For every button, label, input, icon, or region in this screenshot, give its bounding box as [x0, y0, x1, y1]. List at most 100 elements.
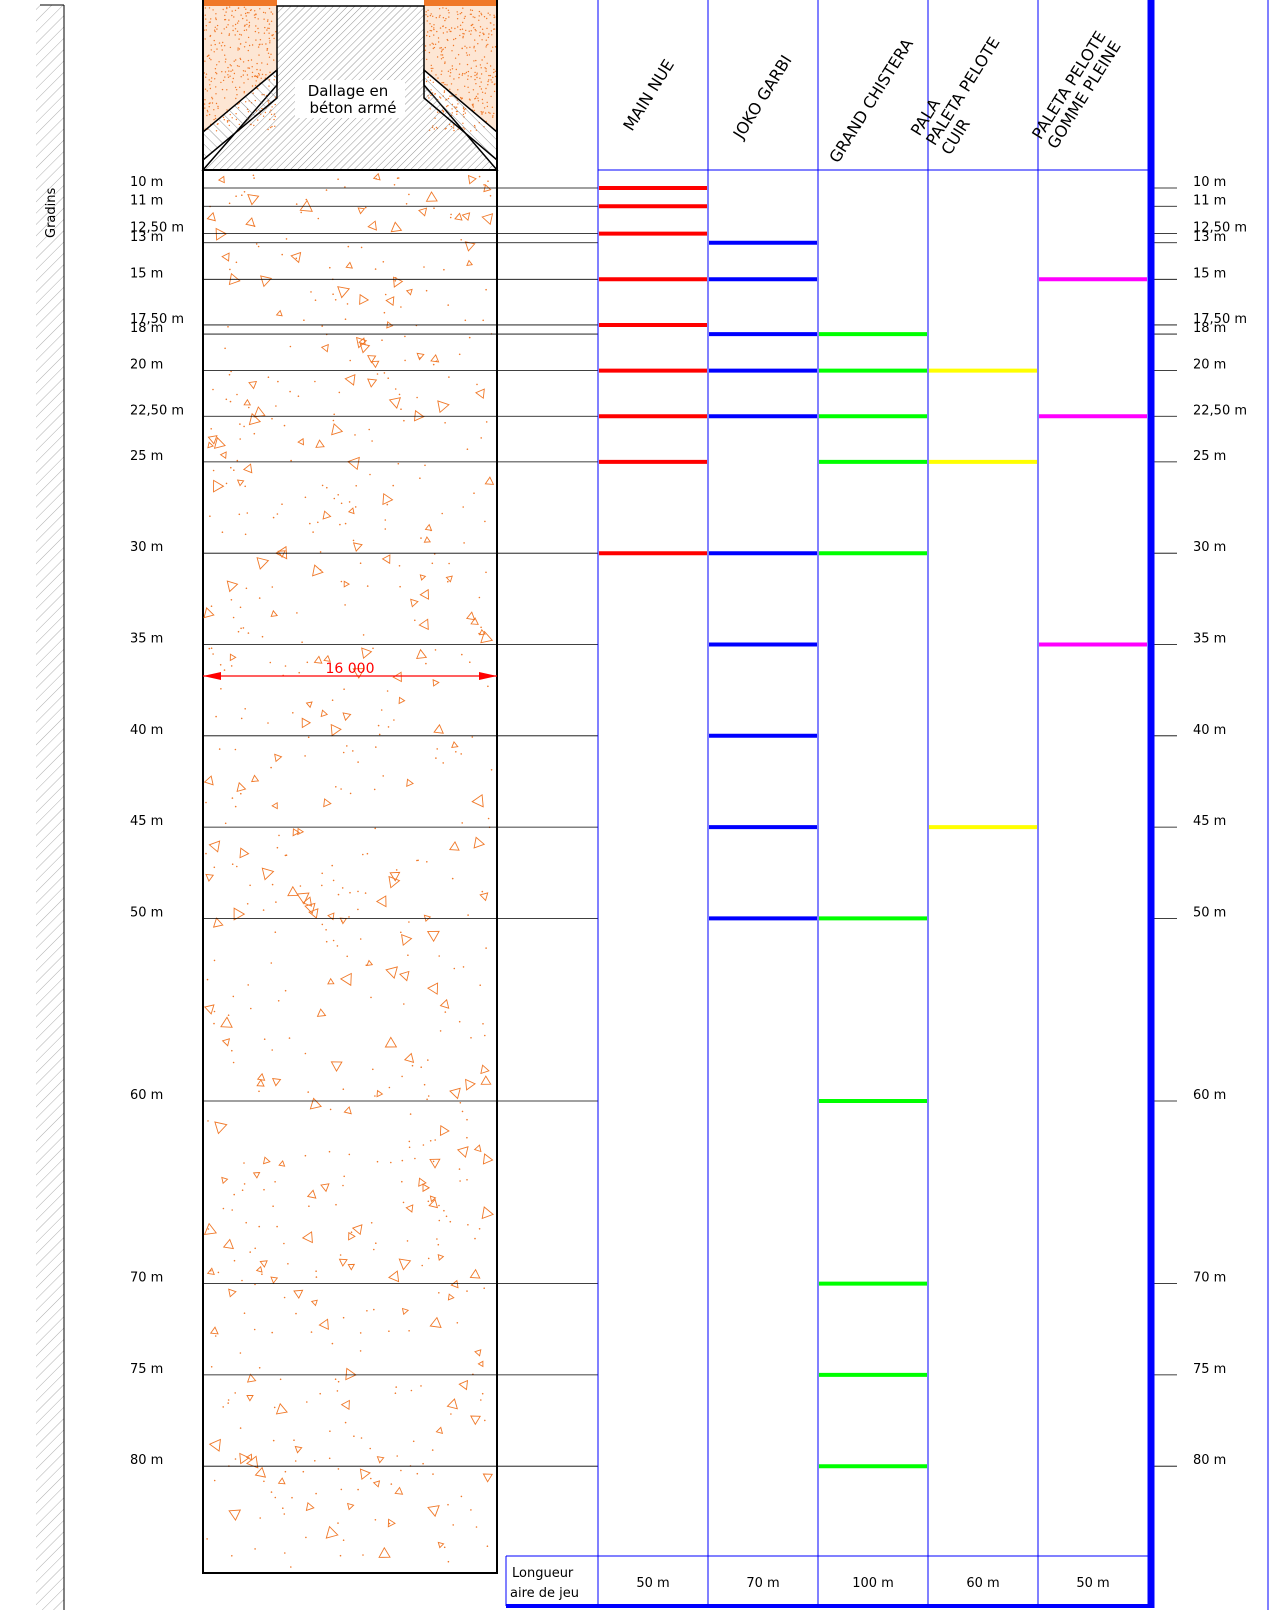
sand-speckle — [246, 19, 248, 21]
concrete-speckle — [487, 685, 489, 688]
concrete-speckle — [242, 627, 245, 629]
aggregate-mark — [213, 479, 225, 493]
sand-speckle — [216, 28, 218, 30]
sand-speckle — [429, 44, 431, 46]
concrete-speckle — [481, 890, 484, 893]
concrete-speckle — [359, 1350, 362, 1352]
concrete-speckle — [381, 339, 383, 342]
aggregate-mark — [458, 1379, 469, 1391]
concrete-speckle — [232, 995, 235, 998]
sand-speckle — [486, 101, 488, 104]
concrete-speckle — [213, 959, 216, 962]
sand-speckle — [479, 64, 482, 66]
concrete-speckle — [234, 748, 237, 751]
concrete-speckle — [425, 289, 428, 292]
concrete-speckle — [331, 1342, 334, 1345]
concrete-speckle — [299, 885, 302, 887]
sand-speckle — [269, 71, 271, 74]
aggregate-mark — [474, 1349, 482, 1357]
sand-speckle — [453, 38, 455, 41]
sand-speckle — [459, 13, 461, 15]
aggregate-mark — [275, 545, 288, 560]
sand-speckle — [481, 39, 483, 41]
sand-speckle — [441, 49, 443, 51]
concrete-speckle — [458, 1168, 461, 1170]
aggregate-mark — [385, 966, 398, 979]
concrete-speckle — [486, 1545, 489, 1547]
sand-speckle — [472, 23, 474, 26]
width-dimension: 16 000 — [203, 661, 497, 680]
concrete-speckle — [458, 1020, 461, 1023]
sand-speckle — [261, 43, 263, 45]
concrete-speckle — [487, 180, 489, 182]
concrete-speckle — [360, 1437, 363, 1439]
sand-speckle — [477, 97, 479, 99]
concrete-speckle — [462, 966, 465, 968]
sand-speckle — [425, 14, 427, 16]
sand-speckle — [484, 67, 486, 69]
concrete-speckle — [231, 863, 234, 865]
sand-speckle — [442, 48, 444, 50]
concrete-speckle — [233, 1193, 235, 1196]
concrete-speckle — [343, 688, 345, 690]
aggregate-mark — [292, 828, 300, 837]
sand-speckle — [270, 11, 272, 13]
sand-speckle — [479, 26, 482, 28]
concrete-speckle — [470, 1037, 472, 1039]
aggregate-mark — [220, 1016, 233, 1028]
sand-speckle — [267, 52, 270, 54]
sand-speckle — [216, 48, 218, 50]
sand-speckle — [232, 25, 234, 27]
concrete-speckle — [458, 353, 461, 356]
concrete-speckle — [224, 347, 226, 350]
sand-speckle — [271, 34, 273, 36]
sand-speckle — [474, 74, 476, 77]
sand-speckle — [476, 76, 478, 79]
concrete-speckle — [205, 852, 207, 855]
aggregate-mark — [347, 507, 355, 515]
aggregate-mark — [203, 1004, 215, 1015]
concrete-speckle — [410, 1389, 413, 1392]
aggregate-mark — [480, 1064, 490, 1075]
sand-speckle — [231, 14, 233, 17]
concrete-speckle — [401, 1159, 404, 1162]
aggregate-mark — [275, 1402, 288, 1415]
concrete-speckle — [271, 1049, 274, 1051]
aggregate-mark — [390, 221, 403, 233]
sand-speckle — [472, 106, 474, 108]
aggregate-mark — [482, 1473, 493, 1483]
concrete-speckle — [400, 306, 402, 308]
sand-speckle — [240, 34, 243, 36]
concrete-speckle — [236, 459, 239, 462]
distance-label-right: 45 m — [1193, 814, 1226, 829]
sand-speckle — [240, 76, 242, 78]
concrete-speckle — [420, 1385, 422, 1387]
distance-label-right: 30 m — [1193, 540, 1226, 555]
aggregate-mark — [415, 648, 428, 660]
sand-speckle — [473, 109, 475, 112]
sand-speckle — [213, 118, 215, 121]
aggregate-mark — [320, 709, 329, 718]
distance-label-left: 12,50 m — [130, 221, 184, 236]
concrete-speckle — [283, 1296, 286, 1299]
aggregate-mark — [479, 892, 489, 902]
sand-speckle — [481, 59, 483, 61]
sand-speckle — [264, 12, 267, 14]
concrete-speckle — [231, 1049, 233, 1052]
sand-speckle — [246, 23, 248, 26]
sand-speckle — [257, 18, 259, 20]
concrete-speckle — [341, 887, 344, 889]
aggregate-mark — [313, 655, 323, 664]
sand-speckle — [268, 23, 271, 25]
concrete-speckle — [489, 195, 492, 197]
concrete-speckle — [423, 1083, 426, 1086]
sand-speckle — [234, 34, 236, 36]
concrete-speckle — [473, 492, 475, 495]
sand-speckle — [484, 112, 487, 114]
concrete-speckle — [426, 861, 428, 863]
aggregate-mark — [359, 293, 370, 306]
sand-speckle — [478, 10, 481, 13]
concrete-speckle — [303, 319, 305, 322]
sand-speckle — [247, 78, 249, 80]
concrete-speckle — [310, 291, 312, 293]
